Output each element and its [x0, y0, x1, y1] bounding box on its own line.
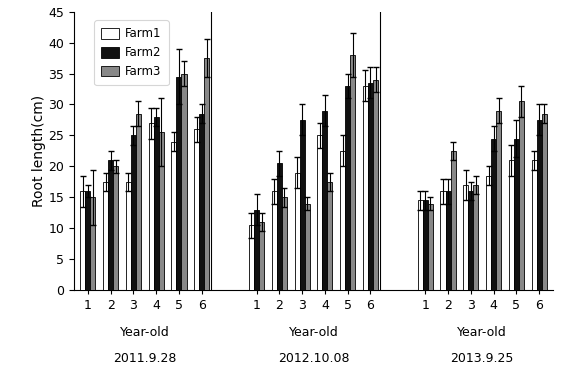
Text: 2012.10.08: 2012.10.08 — [278, 351, 349, 365]
Bar — [519, 101, 524, 290]
Bar — [486, 176, 491, 290]
Y-axis label: Root length(cm): Root length(cm) — [32, 95, 46, 207]
Bar — [542, 114, 547, 290]
Bar — [108, 160, 113, 290]
Bar — [537, 120, 542, 290]
Text: 2013.9.25: 2013.9.25 — [450, 351, 514, 365]
Bar — [204, 58, 209, 290]
Bar — [200, 114, 204, 290]
Bar — [496, 111, 501, 290]
Bar — [272, 191, 277, 290]
Bar — [368, 83, 373, 290]
Bar — [446, 191, 450, 290]
Bar — [277, 163, 282, 290]
Bar — [473, 185, 478, 290]
Bar — [340, 151, 345, 290]
Bar — [194, 129, 199, 290]
Bar — [177, 77, 181, 290]
Bar — [350, 55, 355, 290]
Bar — [327, 182, 332, 290]
Bar — [363, 86, 368, 290]
Bar — [532, 160, 537, 290]
Bar — [469, 191, 473, 290]
Bar — [509, 160, 514, 290]
Bar — [136, 114, 141, 290]
Bar — [295, 173, 300, 290]
Bar — [418, 200, 423, 290]
Bar — [158, 132, 164, 290]
Bar — [131, 135, 136, 290]
Bar — [300, 120, 304, 290]
Bar — [317, 135, 323, 290]
Bar — [181, 74, 186, 290]
Text: Year-old: Year-old — [288, 327, 339, 339]
Bar — [428, 204, 433, 290]
Text: Year-old: Year-old — [120, 327, 170, 339]
Bar — [254, 210, 259, 290]
Bar — [154, 117, 158, 290]
Bar — [423, 200, 428, 290]
Bar — [249, 225, 254, 290]
Bar — [80, 191, 86, 290]
Bar — [126, 182, 131, 290]
Bar — [149, 123, 154, 290]
Bar — [113, 166, 118, 290]
Bar — [323, 111, 327, 290]
Text: Year-old: Year-old — [457, 327, 507, 339]
Bar — [172, 142, 177, 290]
Bar — [86, 191, 90, 290]
Bar — [90, 197, 95, 290]
Legend: Farm1, Farm2, Farm3: Farm1, Farm2, Farm3 — [95, 20, 169, 85]
Bar — [450, 151, 455, 290]
Bar — [259, 222, 264, 290]
Bar — [282, 197, 287, 290]
Bar — [514, 139, 519, 290]
Bar — [304, 204, 310, 290]
Bar — [441, 191, 446, 290]
Bar — [103, 182, 108, 290]
Text: 2011.9.28: 2011.9.28 — [113, 351, 177, 365]
Bar — [373, 80, 378, 290]
Bar — [345, 86, 350, 290]
Bar — [491, 139, 496, 290]
Bar — [463, 185, 469, 290]
